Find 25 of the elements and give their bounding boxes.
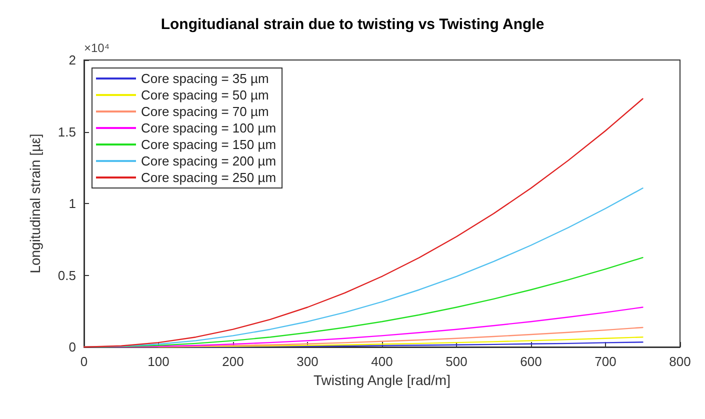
legend-label: Core spacing = 70 µm (141, 104, 269, 119)
x-tick-label: 700 (594, 354, 616, 369)
y-tick-label: 1 (68, 196, 76, 211)
legend-label: Core spacing = 250 µm (141, 170, 276, 185)
x-tick-label: 800 (669, 354, 691, 369)
y-tick-label: 0.5 (58, 268, 76, 283)
y-axis-title: Longitudinal strain [µε] (27, 134, 43, 274)
legend-label: Core spacing = 35 µm (141, 71, 269, 86)
text: ×10⁴ (84, 41, 110, 55)
legend-label: Core spacing = 100 µm (141, 120, 276, 136)
chart-title: Longitudianal strain due to twisting vs Twisting Angle (160, 16, 544, 33)
x-tick-label: 100 (148, 354, 170, 369)
x-tick-label: 400 (371, 354, 393, 369)
legend-label: Core spacing = 200 µm (141, 154, 276, 168)
legend-label: Core spacing = 50 µm (141, 88, 269, 102)
x-tick-label: 0 (80, 354, 88, 369)
x-tick-label: 600 (520, 354, 542, 369)
y-tick-label: 0 (68, 340, 76, 354)
x-tick-label: 500 (446, 354, 468, 369)
x-tick-label: 300 (296, 354, 318, 369)
y-tick-label: 2 (68, 52, 76, 68)
legend-label: Core spacing = 150 µm (141, 137, 276, 152)
x-tick-label: 200 (222, 354, 244, 369)
x-axis-title: Twisting Angle [rad/m] (314, 372, 450, 388)
y-tick-label: 1.5 (58, 124, 76, 140)
